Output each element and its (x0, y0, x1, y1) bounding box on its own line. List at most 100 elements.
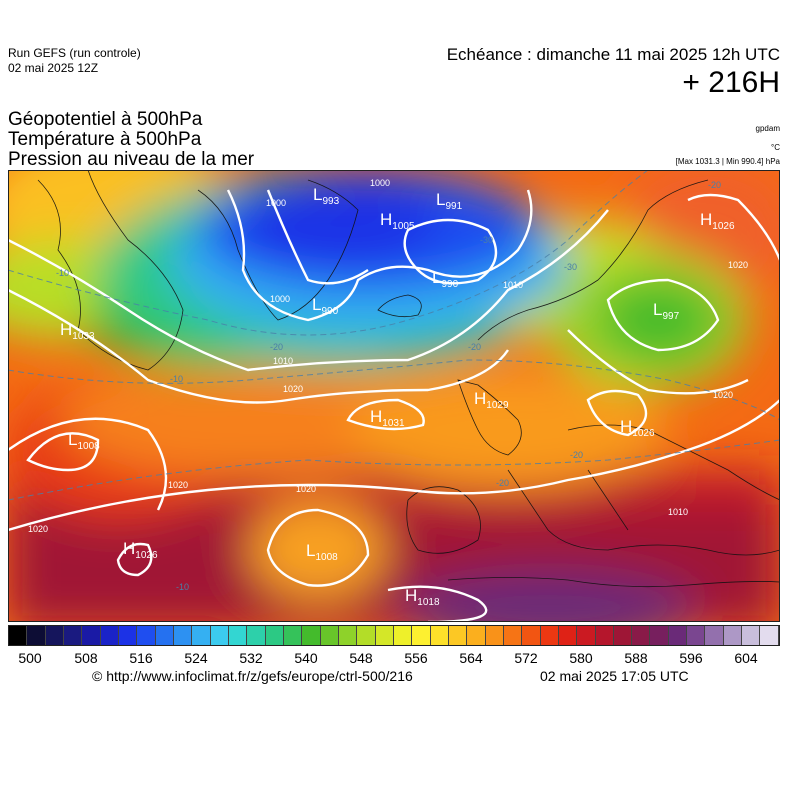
color-swatch (705, 626, 724, 645)
temperature-label: -10 (56, 268, 69, 278)
isobar-label: 1010 (668, 507, 688, 517)
pressure-center-label: L991 (436, 190, 463, 212)
color-swatch (467, 626, 486, 645)
copyright-source: © http://www.infoclimat.fr/z/gefs/europe… (92, 668, 413, 684)
isobar-label: 1010 (503, 280, 523, 290)
color-swatch (540, 626, 559, 645)
color-swatch (63, 626, 83, 645)
color-swatch (320, 626, 339, 645)
color-scale-tick: 580 (569, 650, 593, 666)
color-swatch (27, 626, 46, 645)
isobar-label: 1020 (713, 390, 733, 400)
color-swatch (100, 626, 119, 645)
color-swatch (118, 626, 138, 645)
pressure-center-label: L993 (313, 185, 340, 207)
pressure-center-label: H1029 (474, 389, 509, 411)
color-swatch (522, 626, 541, 645)
color-swatch (503, 626, 523, 645)
color-swatch (430, 626, 449, 645)
pressure-center-label: L990 (432, 268, 459, 290)
pressure-center-label: H1026 (700, 210, 735, 232)
temperature-label: -20 (468, 342, 481, 352)
color-swatch (283, 626, 303, 645)
run-date: 02 mai 2025 12Z (8, 61, 99, 75)
color-scale-tick: 540 (294, 650, 318, 666)
color-scale-tick: 532 (239, 650, 263, 666)
color-swatch (577, 626, 596, 645)
color-scale-tick: 596 (679, 650, 703, 666)
pressure-center-label: H1026 (123, 539, 158, 561)
layer-title-temperature: Température à 500hPa (8, 129, 202, 150)
color-swatch (173, 626, 193, 645)
color-scale-tick: 500 (18, 650, 42, 666)
color-swatch (357, 626, 376, 645)
pressure-center-label: H1018 (405, 586, 440, 608)
isobar-label: 1020 (283, 384, 303, 394)
color-swatch (668, 626, 688, 645)
color-swatch (302, 626, 321, 645)
color-swatch (687, 626, 706, 645)
weather-map: L993 H1005 L991 L990 L990 H1026 L997 H1033 H1031… (8, 170, 780, 622)
temperature-label: -20 (570, 450, 583, 460)
layer-title-pressure: Pression au niveau de la mer (8, 149, 255, 170)
isobar-label: 1010 (273, 356, 293, 366)
color-swatch (412, 626, 431, 645)
color-swatch (723, 626, 743, 645)
color-swatch (155, 626, 174, 645)
color-scale-tick: 564 (459, 650, 483, 666)
color-scale-tick: 548 (349, 650, 373, 666)
pressure-center-label: L1008 (306, 541, 338, 563)
pressure-center-label: L997 (653, 300, 680, 322)
color-swatch (82, 626, 101, 645)
temperature-label: -30 (564, 262, 577, 272)
color-swatch (265, 626, 284, 645)
isobar-label: 1020 (168, 480, 188, 490)
valid-time: Echéance : dimanche 11 mai 2025 12h UTC (446, 45, 780, 64)
color-swatch (9, 626, 28, 645)
pressure-center-label: H1031 (370, 407, 405, 429)
isobar-label: 1000 (370, 178, 390, 188)
generation-date: 02 mai 2025 17:05 UTC (540, 668, 689, 684)
color-swatch (393, 626, 413, 645)
isobar-label: 1000 (270, 294, 290, 304)
color-swatch (210, 626, 229, 645)
temperature-label: -10 (170, 374, 183, 384)
pressure-max-min: [Max 1031.3 | Min 990.4] hPa (675, 157, 780, 166)
color-scale-tick: 588 (624, 650, 648, 666)
color-swatch (632, 626, 651, 645)
color-swatch (228, 626, 248, 645)
isobar-label: 1020 (728, 260, 748, 270)
temperature-label: -20 (270, 342, 283, 352)
unit-temperature: °C (771, 143, 780, 152)
color-scale-tick: 572 (514, 650, 538, 666)
color-swatch (192, 626, 211, 645)
temperature-label: -20 (708, 180, 721, 190)
unit-geopotential: gpdam (755, 124, 780, 133)
color-swatch (485, 626, 504, 645)
color-swatch (742, 626, 761, 645)
color-scale-bar (8, 625, 780, 646)
temperature-label: -20 (496, 478, 509, 488)
color-scale-tick: 508 (74, 650, 98, 666)
pressure-center-label: H1026 (620, 417, 655, 439)
color-scale-tick: 556 (404, 650, 428, 666)
pressure-center-label: H1033 (60, 320, 95, 342)
color-swatch (375, 626, 394, 645)
run-name: Run GEFS (run controle) (8, 46, 141, 60)
forecast-hour: + 216H (682, 66, 780, 99)
color-swatch (45, 626, 64, 645)
color-scale-tick: 516 (129, 650, 153, 666)
temperature-label: -10 (176, 582, 189, 592)
color-swatch (338, 626, 358, 645)
layer-title-geopotential: Géopotentiel à 500hPa (8, 109, 203, 130)
pressure-center-label: H1005 (380, 210, 415, 232)
pressure-center-label: L1008 (68, 430, 100, 452)
isobar-label: 1020 (28, 524, 48, 534)
isobar-label: 1000 (266, 198, 286, 208)
color-swatch (650, 626, 669, 645)
color-scale-tick: 604 (734, 650, 758, 666)
color-swatch (448, 626, 468, 645)
color-swatch (137, 626, 156, 645)
color-swatch (613, 626, 633, 645)
isobar-label: 1020 (296, 484, 316, 494)
